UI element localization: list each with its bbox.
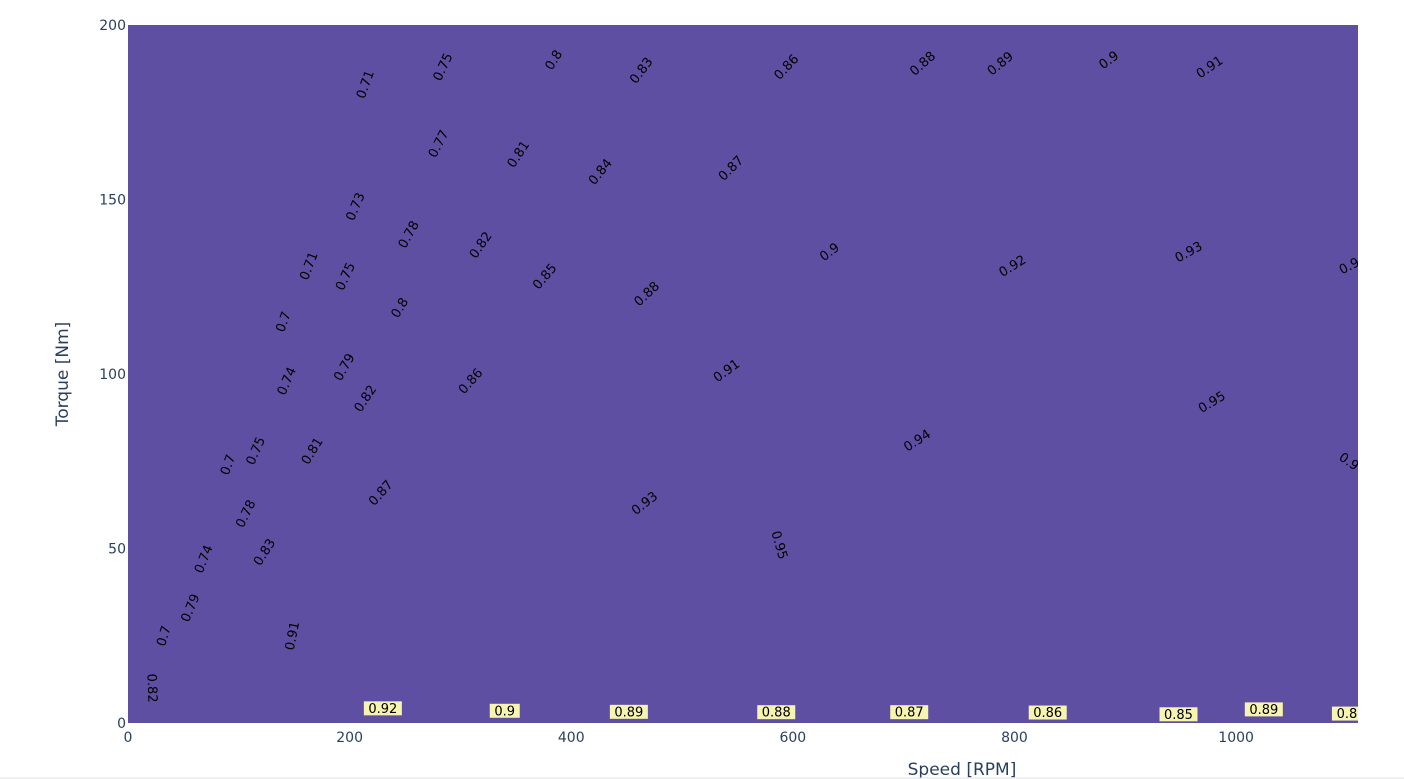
y-axis-title: Torque [Nm] <box>53 322 73 428</box>
y-tick-label: 0 <box>117 716 126 732</box>
bottom-label-bg <box>489 703 520 718</box>
bottom-band-label: 0.8 <box>1337 707 1358 722</box>
bottom-band-label: 0.89 <box>614 705 643 720</box>
contour-label: 0.9 <box>1337 255 1362 278</box>
x-axis-title: Speed [RPM] <box>908 760 1017 779</box>
contour-label: 0.91 <box>283 620 303 651</box>
bottom-label-bg <box>1244 702 1283 717</box>
contour-label: 0.82 <box>143 673 159 702</box>
bottom-band-labels: 0.92 0.9 0.89 0.88 0.87 0.86 0.85 0.89 0.8 <box>363 701 1358 723</box>
bottom-band-label: 0.88 <box>762 706 791 721</box>
x-tick-label: 0 <box>124 730 133 746</box>
x-tick-label: 400 <box>558 730 585 746</box>
x-tick-label: 600 <box>779 730 806 746</box>
bottom-label-bg <box>609 704 648 719</box>
bottom-band-label: 0.9 <box>494 704 515 719</box>
plot-area: 0.70.70.70.710.710.820.730.740.740.750.7… <box>128 25 1362 723</box>
bottom-label-bg <box>1028 705 1067 720</box>
y-axis-ticks: 0 50 100 150 200 <box>99 18 126 732</box>
efficiency-heatmap <box>128 25 1358 723</box>
contour-label: 0.7 <box>154 624 174 648</box>
bottom-band-label: 0.89 <box>1249 703 1278 718</box>
bottom-label-bg <box>363 701 402 716</box>
y-tick-label: 200 <box>99 18 126 34</box>
y-tick-label: 150 <box>99 193 126 209</box>
bottom-band-label: 0.85 <box>1164 708 1193 723</box>
y-tick-label: 100 <box>99 367 126 383</box>
bottom-band-label: 0.87 <box>895 706 924 721</box>
x-tick-label: 800 <box>1001 730 1028 746</box>
contour-label: 0.7 <box>218 453 239 478</box>
x-tick-label: 1000 <box>1218 730 1254 746</box>
x-axis-ticks: 0 200 400 600 800 1000 <box>124 730 1254 746</box>
y-tick-label: 50 <box>108 542 126 558</box>
bottom-label-bg <box>890 705 929 720</box>
contour-label: 0.7 <box>273 310 294 335</box>
bottom-label-bg <box>757 705 796 720</box>
bottom-label-bg <box>1331 706 1358 721</box>
bottom-band-label: 0.86 <box>1033 706 1062 721</box>
bottom-label-bg <box>1159 707 1198 722</box>
bottom-band-label: 0.92 <box>368 702 397 717</box>
x-tick-label: 200 <box>336 730 363 746</box>
